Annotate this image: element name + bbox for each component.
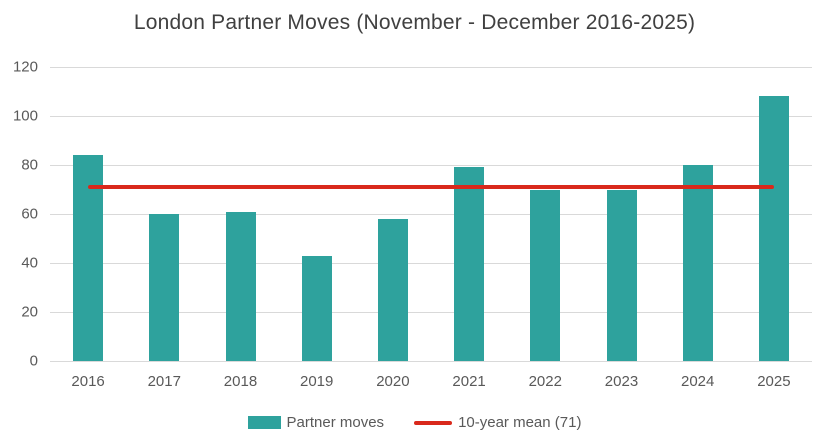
gridline — [50, 360, 812, 362]
gridline — [50, 66, 812, 68]
y-axis-tick-label: 40 — [21, 254, 38, 272]
x-axis-tick-label: 2016 — [71, 373, 105, 390]
y-axis-tick-label: 0 — [29, 352, 38, 370]
y-axis-tick-label: 60 — [21, 205, 38, 223]
bar-2016 — [73, 155, 104, 361]
bar-2022 — [530, 189, 561, 361]
x-axis-tick-label: 2017 — [147, 373, 181, 390]
gridline — [50, 115, 812, 117]
x-axis-tick-label: 2024 — [681, 373, 715, 390]
bar-2018 — [225, 211, 256, 361]
legend-item-partner-moves: Partner moves — [247, 414, 385, 431]
gridline — [50, 213, 812, 215]
legend-item-mean: 10-year mean (71) — [414, 414, 581, 431]
chart-title: London Partner Moves (November - Decembe… — [133, 11, 696, 34]
x-axis-tick-label: 2019 — [300, 373, 334, 390]
gridline — [50, 262, 812, 264]
y-axis-tick-label: 100 — [12, 107, 38, 125]
mean-line-swatch-icon — [414, 420, 453, 425]
bar-series-swatch-icon — [247, 416, 281, 429]
bar-2023 — [606, 189, 637, 361]
legend-bar-label: Partner moves — [286, 414, 385, 431]
bar-2020 — [377, 218, 408, 361]
plot-area: 0 20 40 60 80 100 120 2016 2017 2018 2019 2020 2021 2… — [13, 59, 812, 390]
legend-mean-label: 10-year mean (71) — [458, 414, 582, 431]
bar-2024 — [682, 165, 713, 361]
legend: Partner moves 10-year mean (71) — [0, 414, 829, 431]
mean-line — [88, 185, 774, 190]
x-axis-tick-label: 2018 — [223, 373, 258, 390]
bar-2025 — [758, 96, 789, 361]
x-axis-tick-label: 2025 — [757, 373, 791, 390]
x-axis-tick-label: 2022 — [528, 373, 562, 390]
bar-2017 — [149, 214, 180, 361]
gridline — [50, 311, 812, 313]
y-axis-tick-label: 20 — [21, 303, 38, 321]
bar-2021 — [454, 167, 485, 361]
y-axis-tick-label: 120 — [12, 58, 38, 76]
x-axis-tick-label: 2021 — [452, 373, 486, 390]
gridline — [50, 164, 812, 166]
x-axis-tick-label: 2020 — [376, 373, 410, 390]
y-axis-tick-label: 80 — [21, 156, 38, 174]
x-axis-tick-label: 2023 — [604, 373, 639, 390]
bar-2019 — [301, 255, 332, 361]
